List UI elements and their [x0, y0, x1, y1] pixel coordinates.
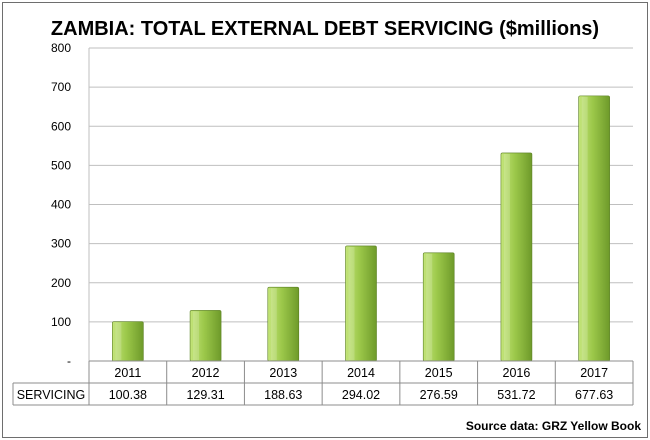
bar-highlight	[581, 96, 588, 361]
data-value-label: 129.31	[186, 388, 224, 402]
x-tick-label: 2014	[347, 366, 375, 380]
gridlines	[88, 47, 633, 361]
bar-highlight	[503, 153, 510, 360]
x-tick-label: 2015	[425, 366, 453, 380]
debt-servicing-chart: ZAMBIA: TOTAL EXTERNAL DEBT SERVICING ($…	[12, 18, 641, 433]
bar-highlight	[426, 253, 433, 360]
bars	[112, 95, 610, 362]
data-value-label: 276.59	[420, 388, 458, 402]
bar-highlight	[348, 246, 355, 360]
y-tick-label: -	[67, 354, 71, 368]
y-tick-label: 800	[51, 41, 71, 55]
x-tick-label: 2011	[114, 366, 141, 380]
data-value-label: 677.63	[575, 388, 613, 402]
x-tick-label: 2016	[503, 366, 531, 380]
data-value-label: 188.63	[264, 388, 302, 402]
bar-highlight	[270, 288, 277, 360]
y-tick-label: 100	[51, 315, 71, 329]
series-name-label: SERVICING	[17, 388, 86, 402]
data-value-label: 294.02	[342, 388, 380, 402]
data-value-label: 531.72	[497, 388, 535, 402]
y-tick-label: 500	[51, 158, 71, 172]
y-tick-label: 600	[51, 119, 71, 133]
data-value-label: 100.38	[109, 388, 147, 402]
y-tick-label: 200	[51, 276, 71, 290]
source-note: Source data: GRZ Yellow Book	[466, 419, 641, 433]
y-tick-label: 400	[51, 198, 71, 212]
data-table: SERVICING 2011 100.38 2012 129.31 2013 188.63 2…	[12, 360, 634, 406]
bar-highlight	[193, 311, 200, 360]
x-tick-label: 2017	[580, 366, 608, 380]
y-tick-label: 300	[51, 237, 71, 251]
bar-highlight	[115, 322, 122, 360]
y-axis-ticks: - 100 200 300 400 500 600 700 800	[51, 41, 71, 368]
y-tick-label: 700	[51, 80, 71, 94]
chart-title: ZAMBIA: TOTAL EXTERNAL DEBT SERVICING ($…	[51, 18, 599, 40]
x-tick-label: 2012	[192, 366, 220, 380]
x-tick-label: 2013	[269, 366, 297, 380]
